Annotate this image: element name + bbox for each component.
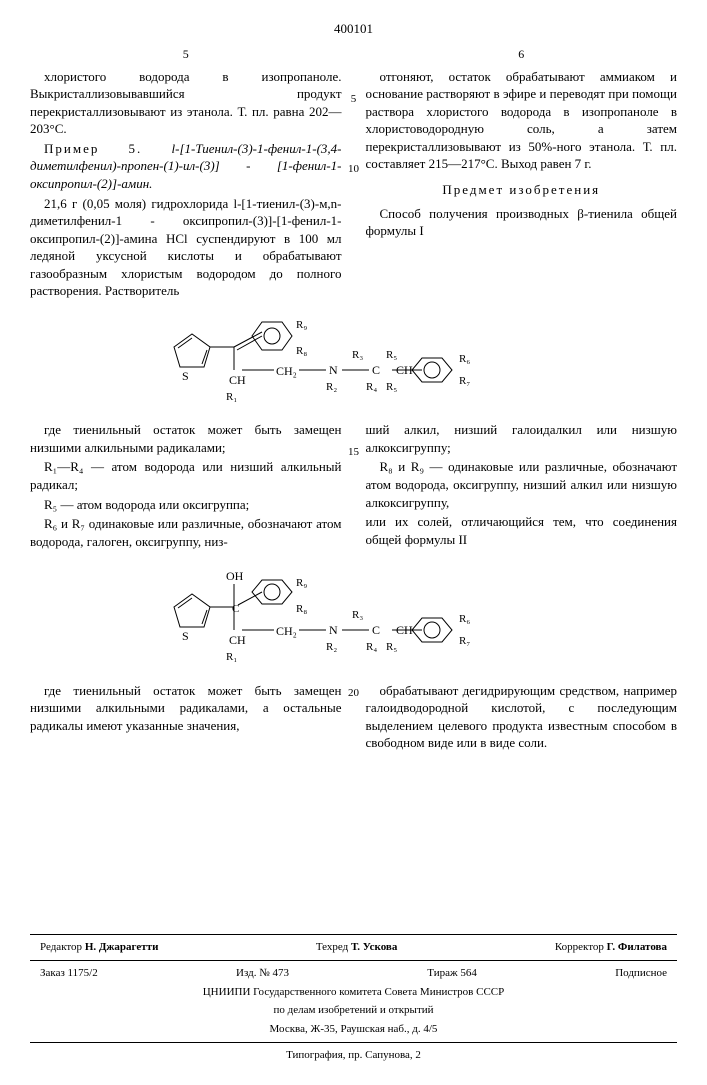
svg-text:R₃: R₃ bbox=[352, 349, 363, 361]
svg-text:R₂: R₂ bbox=[326, 641, 337, 653]
line-number-20: 20 bbox=[344, 686, 364, 701]
svg-text:R₆: R₆ bbox=[459, 613, 470, 625]
svg-text:CH: CH bbox=[229, 633, 246, 647]
svg-text:R₁: R₁ bbox=[226, 651, 237, 663]
right-column-2: ший алкил, низший галоидалкил или низшую… bbox=[366, 421, 678, 552]
svg-text:R₁: R₁ bbox=[226, 391, 237, 403]
svg-text:N: N bbox=[329, 623, 338, 637]
patent-number: 400101 bbox=[30, 20, 677, 38]
right-column-1: 6 отгоняют, остаток обрабатывают аммиако… bbox=[366, 46, 678, 302]
left-column-2: где тиенильный остаток может быть замеще… bbox=[30, 421, 342, 552]
left-p8: где тиенильный остаток может быть замеще… bbox=[30, 682, 342, 735]
right-p5: или их солей, отличающийся тем, что соед… bbox=[366, 513, 678, 548]
tech-editor: Техред Т. Ускова bbox=[316, 940, 398, 955]
left-p6: R₅ — атом водорода или оксигруппа; bbox=[30, 496, 342, 514]
right-col-number: 6 bbox=[366, 46, 678, 62]
chemical-formula-2: S OH C CH R₁ CH₂ R₉ R₈ N R₂ R₃ C R₄ CH R… bbox=[30, 562, 677, 672]
svg-text:C: C bbox=[372, 363, 380, 377]
footer-print-row: Заказ 1175/2 Изд. № 473 Тираж 564 Подпис… bbox=[30, 964, 677, 983]
footer-rule-3 bbox=[30, 1042, 677, 1043]
svg-text:OH: OH bbox=[226, 569, 244, 583]
editor: Редактор Н. Джарагетти bbox=[40, 940, 158, 955]
svg-text:R₈: R₈ bbox=[296, 603, 307, 615]
right-column-3: обрабатывают дегидрирующим средством, на… bbox=[366, 682, 678, 754]
org-address: Москва, Ж-35, Раушская наб., д. 4/5 bbox=[30, 1020, 677, 1039]
right-p3: ший алкил, низший галоидалкил или низшую… bbox=[366, 421, 678, 456]
svg-text:C: C bbox=[372, 623, 380, 637]
line-number-15: 15 bbox=[344, 445, 364, 460]
svg-text:R₂: R₂ bbox=[326, 381, 337, 393]
svg-text:R₈: R₈ bbox=[296, 345, 307, 357]
subscription: Подписное bbox=[615, 966, 667, 981]
footer-block: Редактор Н. Джарагетти Техред Т. Ускова … bbox=[30, 934, 677, 1065]
svg-text:CH₂: CH₂ bbox=[276, 624, 297, 638]
svg-text:R₉: R₉ bbox=[296, 577, 307, 589]
footer-rule-2 bbox=[30, 960, 677, 961]
line-number-5: 5 bbox=[344, 92, 364, 107]
corrector: Корректор Г. Филатова bbox=[555, 940, 667, 955]
example-label: Пример 5. bbox=[44, 141, 172, 156]
svg-text:CH: CH bbox=[229, 373, 246, 387]
footer-rule-1 bbox=[30, 934, 677, 935]
svg-text:S: S bbox=[182, 629, 189, 643]
svg-text:CH₂: CH₂ bbox=[276, 364, 297, 378]
footer-credits-row: Редактор Н. Джарагетти Техред Т. Ускова … bbox=[30, 938, 677, 957]
left-p4: где тиенильный остаток может быть замеще… bbox=[30, 421, 342, 456]
text-block-3: 20 где тиенильный остаток может быть зам… bbox=[30, 682, 677, 754]
right-p4: R₈ и R₉ — одинаковые или различные, обоз… bbox=[366, 458, 678, 511]
left-p5: R₁—R₄ — атом водорода или низший алкильн… bbox=[30, 458, 342, 493]
order-number: Заказ 1175/2 bbox=[40, 966, 98, 981]
print-run: Тираж 564 bbox=[427, 966, 477, 981]
line-number-10: 10 bbox=[344, 162, 364, 177]
left-p3: 21,6 г (0,05 моля) гидрохлорида l-[1-тие… bbox=[30, 195, 342, 300]
svg-text:R₃: R₃ bbox=[352, 609, 363, 621]
org-line-1: ЦНИИПИ Государственного комитета Совета … bbox=[30, 983, 677, 1002]
left-p1: хлористого водорода в изопропаноле. Выкр… bbox=[30, 68, 342, 138]
typography: Типография, пр. Сапунова, 2 bbox=[30, 1046, 677, 1065]
svg-text:R₄: R₄ bbox=[366, 381, 377, 393]
svg-text:S: S bbox=[182, 369, 189, 383]
svg-text:N: N bbox=[329, 363, 338, 377]
org-line-2: по делам изобретений и открытий bbox=[30, 1001, 677, 1020]
right-p1: отгоняют, остаток обрабатывают аммиаком … bbox=[366, 68, 678, 173]
svg-text:CH: CH bbox=[396, 623, 413, 637]
left-p2: Пример 5. l-[1-Тиенил-(3)-1-фенил-1-(3,4… bbox=[30, 140, 342, 193]
spacer bbox=[30, 754, 677, 894]
left-column-1: 5 хлористого водорода в изопропаноле. Вы… bbox=[30, 46, 342, 302]
svg-text:R₅: R₅ bbox=[386, 381, 397, 393]
edition-number: Изд. № 473 bbox=[236, 966, 289, 981]
svg-text:R₅: R₅ bbox=[386, 349, 397, 361]
chemical-formula-1: S CH R₁ CH₂ R₉ R₈ N R₂ R₃ C R₄ R₅ CH R₅ … bbox=[30, 312, 677, 412]
svg-text:CH: CH bbox=[396, 363, 413, 377]
left-col-number: 5 bbox=[30, 46, 342, 62]
right-p6: обрабатывают дегидрирующим средством, на… bbox=[366, 682, 678, 752]
svg-text:R₅: R₅ bbox=[386, 641, 397, 653]
left-p7: R₆ и R₇ одинаковые или различные, обозна… bbox=[30, 515, 342, 550]
subject-title: Предмет изобретения bbox=[366, 181, 678, 199]
left-column-3: где тиенильный остаток может быть замеще… bbox=[30, 682, 342, 754]
text-block-1: 5 10 5 хлористого водорода в изопропанол… bbox=[30, 46, 677, 302]
svg-text:R₉: R₉ bbox=[296, 319, 307, 331]
svg-text:R₆: R₆ bbox=[459, 353, 470, 365]
svg-text:R₇: R₇ bbox=[459, 635, 470, 647]
svg-text:R₇: R₇ bbox=[459, 375, 470, 387]
svg-text:R₄: R₄ bbox=[366, 641, 377, 653]
right-p2: Способ получения производных β-тиенила о… bbox=[366, 205, 678, 240]
text-block-2: 15 где тиенильный остаток может быть зам… bbox=[30, 421, 677, 552]
svg-text:C: C bbox=[232, 603, 239, 615]
